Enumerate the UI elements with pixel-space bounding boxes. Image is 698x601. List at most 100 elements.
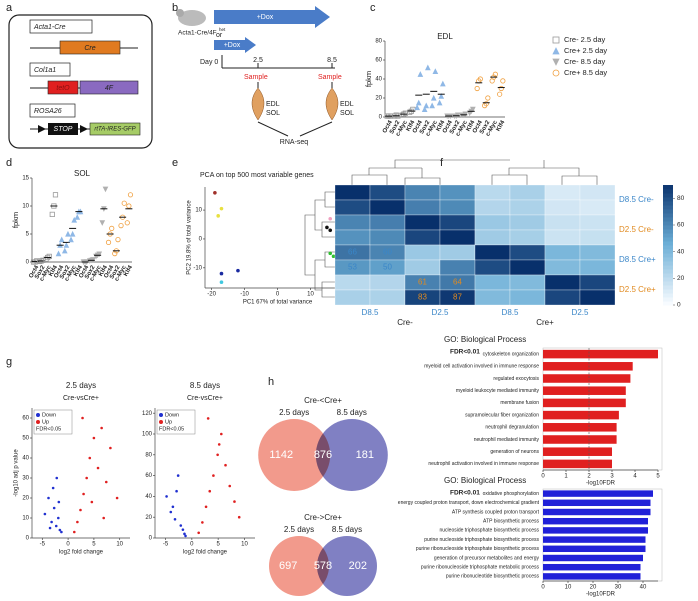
heatmap-cell	[439, 184, 476, 201]
cell-label: 61	[418, 278, 427, 287]
row-label: D8.5 Cre+	[619, 255, 656, 264]
colorbar-step	[663, 193, 673, 198]
panel-label: g	[6, 356, 12, 368]
cell-label: 60	[383, 248, 392, 257]
colorbar-step	[663, 205, 673, 210]
point	[429, 102, 435, 109]
col-group: Cre+	[536, 318, 554, 327]
x-tick-label: 0	[541, 474, 545, 480]
colorbar-step	[663, 185, 673, 190]
point	[176, 474, 180, 477]
bar	[543, 499, 651, 507]
heatmap-cell	[579, 274, 616, 291]
tissue: SOL	[340, 110, 354, 117]
category-label: ATP synthesis coupled proton transport	[452, 509, 540, 515]
point	[65, 230, 71, 237]
heatmap-cell	[404, 244, 441, 261]
colorbar-step	[663, 265, 673, 270]
part-label: Cre	[84, 45, 95, 52]
point	[96, 251, 103, 258]
point	[55, 476, 59, 480]
loxp	[80, 125, 88, 133]
x-tick-label: 40	[640, 585, 647, 591]
day: 8.5	[327, 57, 337, 64]
point	[115, 237, 121, 243]
part	[47, 80, 79, 95]
point	[124, 220, 130, 226]
colorbar-step	[663, 249, 673, 254]
point	[55, 250, 62, 257]
heatmap-cell	[334, 184, 371, 201]
colorbar-step	[663, 281, 673, 286]
x-tick-label: Klf4	[465, 119, 476, 132]
colorbar-step	[663, 189, 673, 194]
category-label: oxidative phosphorylation	[483, 491, 540, 497]
legend-label: Down	[165, 412, 179, 418]
locus: Acta1-Cre	[33, 24, 66, 31]
bar	[543, 563, 641, 571]
heatmap-cell	[544, 274, 581, 291]
panel-label: h	[268, 376, 274, 388]
point	[183, 532, 186, 536]
col-label: D8.5	[362, 308, 379, 317]
point	[165, 495, 168, 498]
point	[500, 78, 506, 84]
legend-marker	[552, 69, 560, 77]
part-label: 4F	[105, 85, 114, 92]
heatmap-cell	[579, 289, 616, 306]
heatmap-cell	[544, 184, 581, 201]
heatmap-cell	[404, 214, 441, 231]
y-tick-label: 20	[145, 515, 152, 521]
heatmap-cell	[474, 259, 511, 276]
point	[60, 530, 63, 534]
y-tick-label: 40	[22, 456, 29, 462]
point	[474, 85, 480, 92]
y-tick-label: 60	[145, 473, 152, 479]
note: FDR<0.05	[36, 426, 61, 432]
y-tick-label: 40	[145, 494, 152, 500]
point	[76, 520, 79, 524]
chart-title: GO: Biological Process	[444, 476, 526, 485]
point	[492, 71, 498, 77]
point	[102, 186, 109, 193]
venn-set	[269, 536, 329, 596]
dox-arrow	[214, 6, 330, 28]
x-tick-label: 5	[656, 474, 660, 480]
point	[206, 417, 210, 420]
legend-marker	[159, 413, 163, 417]
point	[438, 93, 445, 99]
point	[169, 510, 173, 514]
heatmap-cell	[474, 214, 511, 231]
legend-label: Cre- 8.5 day	[564, 57, 606, 66]
category-label: generation of precursor metabolites and …	[434, 555, 540, 561]
point	[228, 484, 232, 488]
timeline: Acta1-Cre/4F het +Dox or +Dox Day 0 2.5 …	[176, 6, 354, 146]
colorbar-step	[663, 297, 673, 302]
x-tick-label: 10	[565, 585, 572, 591]
colorbar-step	[663, 229, 673, 234]
point	[61, 247, 68, 254]
point	[96, 466, 100, 470]
x-tick-label: 1	[564, 474, 568, 480]
venn-count: 578	[314, 560, 332, 572]
point	[219, 206, 224, 211]
colorbar-step	[663, 269, 673, 274]
heatmap-cell	[334, 274, 371, 291]
y-tick-label: 120	[142, 411, 153, 417]
y-tick-label: 60	[375, 58, 382, 64]
point	[212, 474, 215, 477]
point	[46, 253, 52, 259]
y-tick-label: 60	[22, 416, 29, 422]
point	[204, 505, 208, 509]
x-tick-label: -5	[40, 542, 46, 548]
colorbar-step	[663, 289, 673, 294]
heatmap-cell	[404, 199, 441, 216]
point	[121, 200, 127, 206]
point	[483, 101, 489, 107]
chart-title: EDL	[437, 32, 453, 41]
heatmap-cell	[544, 199, 581, 216]
point	[328, 251, 333, 256]
colorbar-step	[663, 225, 673, 230]
bar	[543, 459, 612, 469]
point	[219, 271, 224, 276]
